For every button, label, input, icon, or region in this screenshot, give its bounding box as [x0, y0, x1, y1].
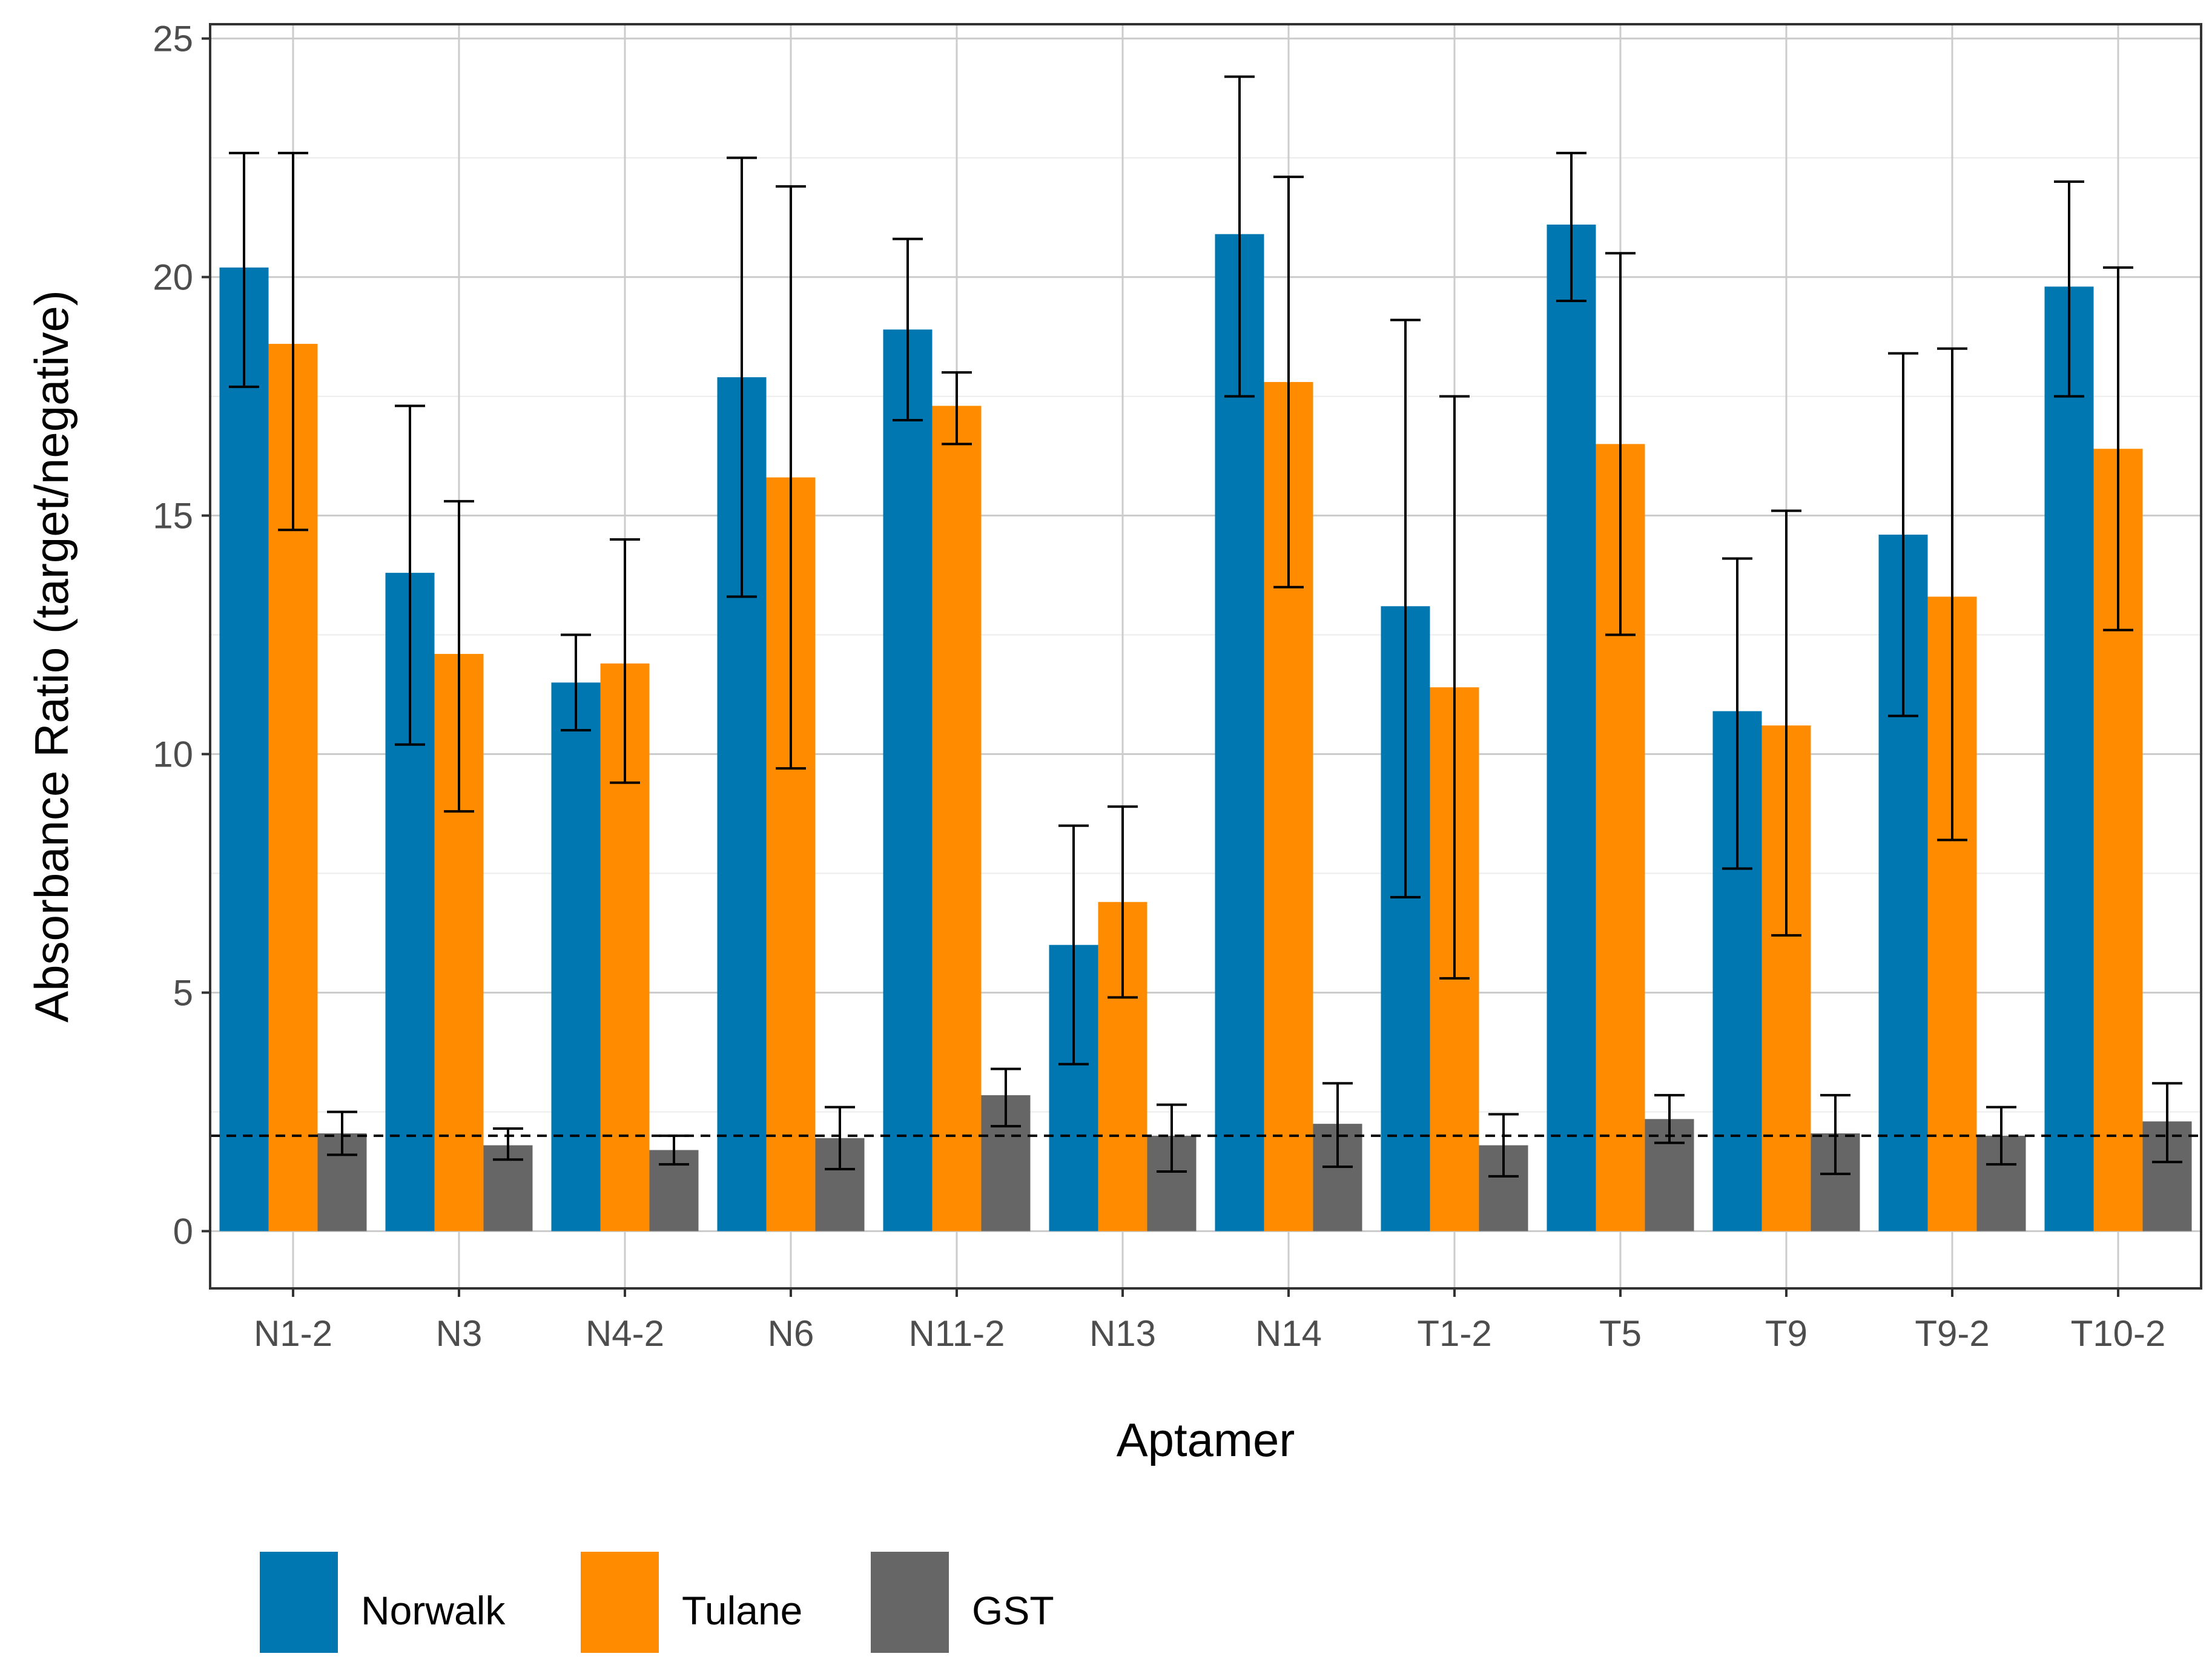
error-bar-norwalk-t9 — [1722, 557, 1752, 870]
bar-norwalk-n11-2 — [883, 329, 933, 1231]
error-bar-norwalk-t5 — [1556, 151, 1586, 302]
error-bar-norwalk-n3 — [395, 404, 425, 746]
bar-norwalk-t10-2 — [2044, 286, 2094, 1231]
error-bar-gst-n6 — [825, 1106, 855, 1171]
bar-norwalk-n4-2 — [551, 682, 601, 1231]
error-bar-tulane-n4-2 — [610, 538, 640, 784]
plot-border — [209, 23, 2202, 1290]
x-tick-label-n11-2: N11-2 — [909, 1313, 1005, 1354]
error-bar-tulane-t9 — [1771, 509, 1801, 937]
y-tick-labels: 0 5 10 15 20 25 — [153, 19, 193, 1252]
error-bar-gst-n1-2 — [327, 1110, 357, 1156]
error-bar-norwalk-t10-2 — [2054, 180, 2084, 398]
legend-key-norwalk — [260, 1552, 338, 1653]
x-tick-label-n14: N14 — [1255, 1313, 1322, 1354]
error-bar-tulane-n1-2 — [278, 151, 308, 532]
y-tick-label-0: 0 — [173, 1211, 193, 1251]
error-bar-tulane-n13 — [1108, 805, 1138, 999]
error-bar-gst-n13 — [1157, 1103, 1187, 1173]
bar-norwalk-n1-2 — [219, 267, 269, 1231]
bar-tulane-n11-2 — [932, 406, 982, 1231]
x-tick-label-n4-2: N4-2 — [586, 1313, 664, 1354]
x-tick-label-t9: T9 — [1765, 1313, 1808, 1354]
error-bar-norwalk-n11-2 — [893, 237, 923, 421]
bar-norwalk-t5 — [1547, 224, 1596, 1231]
y-tick-label-10: 10 — [153, 734, 193, 775]
error-bar-norwalk-n4-2 — [561, 633, 591, 732]
error-bar-tulane-t9-2 — [1937, 347, 1967, 842]
x-tick-label-t9-2: T9-2 — [1915, 1313, 1989, 1354]
x-tick-label-t1-2: T1-2 — [1417, 1313, 1491, 1354]
error-bar-tulane-t5 — [1605, 252, 1636, 636]
y-tick-label-5: 5 — [173, 972, 193, 1013]
error-bar-gst-n3 — [493, 1127, 523, 1161]
legend: Norwalk Tulane GST — [260, 1552, 1054, 1653]
legend-label-gst: GST — [972, 1588, 1054, 1633]
x-tick-label-n1-2: N1-2 — [254, 1313, 332, 1354]
axis-ticks — [202, 37, 2119, 1297]
x-tick-label-n13: N13 — [1089, 1313, 1156, 1354]
x-tick-label-t5: T5 — [1599, 1313, 1642, 1354]
error-bar-norwalk-n1-2 — [229, 151, 259, 388]
x-axis-title: Aptamer — [1117, 1413, 1295, 1466]
error-bar-norwalk-n13 — [1058, 824, 1089, 1066]
legend-key-tulane — [581, 1552, 659, 1653]
error-bar-gst-n14 — [1322, 1082, 1353, 1169]
y-axis-title: Absorbance Ratio (target/negative) — [25, 290, 78, 1023]
error-bar-tulane-n6 — [776, 185, 806, 770]
x-tick-label-n3: N3 — [436, 1313, 483, 1354]
error-bar-norwalk-n6 — [727, 156, 757, 598]
error-bar-tulane-n3 — [444, 499, 474, 813]
error-bar-tulane-n11-2 — [942, 371, 972, 446]
error-bars — [229, 75, 2182, 1178]
x-tick-label-n6: N6 — [768, 1313, 814, 1354]
error-bar-tulane-t10-2 — [2103, 266, 2133, 631]
error-bar-norwalk-t1-2 — [1390, 318, 1421, 898]
plot-background — [210, 24, 2201, 1288]
error-bar-tulane-n14 — [1273, 176, 1304, 588]
y-tick-label-25: 25 — [153, 19, 193, 59]
bar-norwalk-n14 — [1215, 234, 1264, 1231]
error-bar-gst-t1-2 — [1488, 1113, 1519, 1178]
error-bar-tulane-t1-2 — [1439, 395, 1470, 980]
error-bar-gst-t10-2 — [2152, 1082, 2182, 1164]
error-bar-norwalk-n14 — [1224, 75, 1255, 398]
legend-key-gst — [871, 1552, 949, 1653]
error-bar-norwalk-t9-2 — [1888, 352, 1918, 717]
x-tick-labels: N1-2 N3 N4-2 N6 N11-2 N13 N14 T1-2 T5 T9 T9-2 T10-2 — [254, 1313, 2165, 1354]
legend-label-norwalk: Norwalk — [361, 1588, 506, 1633]
y-tick-label-20: 20 — [153, 257, 193, 298]
y-tick-label-15: 15 — [153, 496, 193, 536]
error-bar-gst-n11-2 — [991, 1067, 1021, 1128]
legend-label-tulane: Tulane — [682, 1588, 802, 1633]
x-tick-label-t10-2: T10-2 — [2071, 1313, 2166, 1354]
